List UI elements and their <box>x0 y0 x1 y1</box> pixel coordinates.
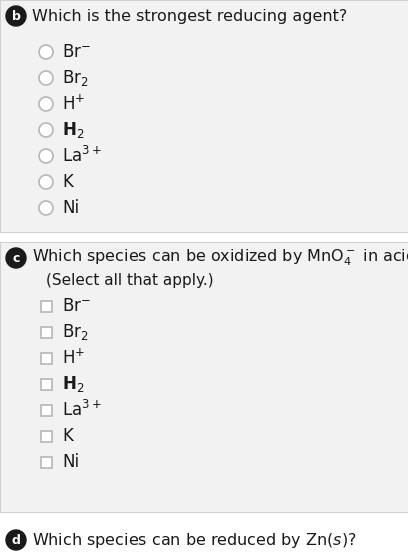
Circle shape <box>39 97 53 111</box>
Bar <box>40 378 51 389</box>
Text: H$_{2}$: H$_{2}$ <box>62 120 84 140</box>
Text: H$_{2}$: H$_{2}$ <box>62 374 84 394</box>
Text: Ni: Ni <box>62 199 79 217</box>
Circle shape <box>39 71 53 85</box>
Text: (Select all that apply.): (Select all that apply.) <box>46 273 214 288</box>
Circle shape <box>6 248 26 268</box>
FancyBboxPatch shape <box>0 0 408 232</box>
Text: K: K <box>62 173 73 191</box>
Text: La$^{3+}$: La$^{3+}$ <box>62 146 102 166</box>
Text: La$^{3+}$: La$^{3+}$ <box>62 400 102 420</box>
Circle shape <box>39 175 53 189</box>
Text: Which species can be reduced by Zn($s$)?: Which species can be reduced by Zn($s$)? <box>32 531 357 550</box>
Bar <box>40 456 51 468</box>
Text: Which species can be oxidized by MnO$_4^-$ in acid?: Which species can be oxidized by MnO$_4^… <box>32 248 408 268</box>
Text: Which is the strongest reducing agent?: Which is the strongest reducing agent? <box>32 8 347 23</box>
Bar <box>40 404 51 416</box>
Bar <box>40 352 51 363</box>
Text: K: K <box>62 427 73 445</box>
Text: d: d <box>11 534 20 546</box>
Circle shape <box>39 123 53 137</box>
Text: Br$^{-}$: Br$^{-}$ <box>62 297 91 315</box>
Text: b: b <box>11 9 20 23</box>
Circle shape <box>6 530 26 550</box>
Bar <box>40 430 51 442</box>
Text: Br$^{-}$: Br$^{-}$ <box>62 43 91 61</box>
Circle shape <box>6 6 26 26</box>
Text: Br$_{2}$: Br$_{2}$ <box>62 322 89 342</box>
Bar <box>40 326 51 337</box>
Text: Ni: Ni <box>62 453 79 471</box>
Bar <box>40 300 51 311</box>
Text: H$^{+}$: H$^{+}$ <box>62 348 85 368</box>
FancyBboxPatch shape <box>0 242 408 512</box>
Text: H$^{+}$: H$^{+}$ <box>62 94 85 114</box>
Text: Br$_{2}$: Br$_{2}$ <box>62 68 89 88</box>
Circle shape <box>39 45 53 59</box>
Circle shape <box>39 201 53 215</box>
Text: c: c <box>12 252 20 264</box>
Circle shape <box>39 149 53 163</box>
